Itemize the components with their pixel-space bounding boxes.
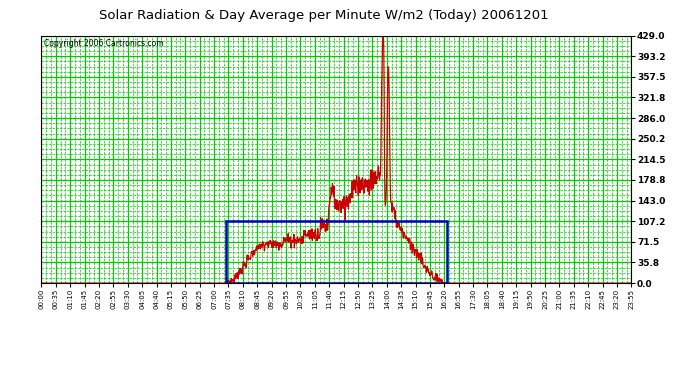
- Text: Copyright 2006 Cartronics.com: Copyright 2006 Cartronics.com: [44, 39, 164, 48]
- Bar: [226, 221, 447, 283]
- Text: Solar Radiation & Day Average per Minute W/m2 (Today) 20061201: Solar Radiation & Day Average per Minute…: [99, 9, 549, 22]
